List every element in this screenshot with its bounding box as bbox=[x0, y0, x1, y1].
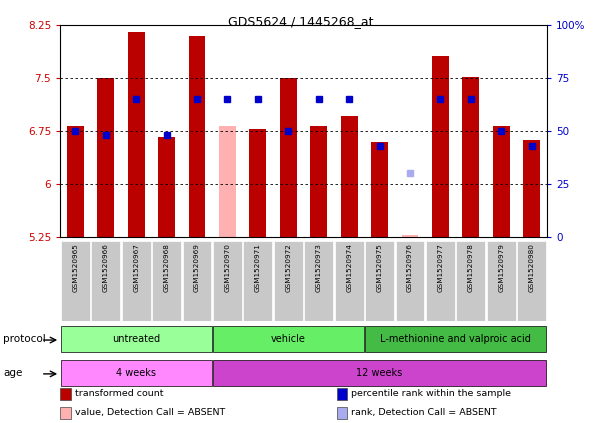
Bar bbox=[365, 326, 546, 352]
Text: GSM1520969: GSM1520969 bbox=[194, 244, 200, 292]
Text: GSM1520966: GSM1520966 bbox=[103, 244, 109, 292]
Text: GSM1520972: GSM1520972 bbox=[285, 244, 291, 292]
Bar bbox=[493, 126, 510, 237]
Bar bbox=[395, 241, 424, 321]
Bar bbox=[213, 241, 242, 321]
Text: GSM1520980: GSM1520980 bbox=[529, 244, 535, 292]
Bar bbox=[91, 241, 120, 321]
Bar bbox=[341, 115, 358, 237]
Bar bbox=[517, 241, 546, 321]
Text: GSM1520978: GSM1520978 bbox=[468, 244, 474, 292]
Text: rank, Detection Call = ABSENT: rank, Detection Call = ABSENT bbox=[351, 408, 496, 418]
Bar bbox=[432, 56, 449, 237]
Text: GSM1520977: GSM1520977 bbox=[438, 244, 444, 292]
Bar bbox=[487, 241, 516, 321]
Bar bbox=[183, 241, 212, 321]
Bar bbox=[523, 140, 540, 237]
Text: GSM1520971: GSM1520971 bbox=[255, 244, 261, 292]
Bar bbox=[456, 241, 485, 321]
Bar bbox=[365, 241, 394, 321]
Bar bbox=[67, 126, 84, 237]
Bar bbox=[371, 142, 388, 237]
Bar bbox=[61, 241, 90, 321]
Text: L-methionine and valproic acid: L-methionine and valproic acid bbox=[380, 334, 531, 344]
Text: GDS5624 / 1445268_at: GDS5624 / 1445268_at bbox=[228, 15, 374, 28]
Text: vehicle: vehicle bbox=[271, 334, 306, 344]
Text: untreated: untreated bbox=[112, 334, 160, 344]
Bar bbox=[189, 36, 206, 237]
Text: transformed count: transformed count bbox=[75, 389, 163, 398]
Bar bbox=[280, 78, 297, 237]
Bar bbox=[249, 129, 266, 237]
Bar bbox=[61, 360, 212, 386]
Text: percentile rank within the sample: percentile rank within the sample bbox=[351, 389, 511, 398]
Text: 12 weeks: 12 weeks bbox=[356, 368, 403, 378]
Bar bbox=[213, 360, 546, 386]
Bar bbox=[463, 77, 479, 237]
Bar bbox=[274, 241, 303, 321]
Text: GSM1520973: GSM1520973 bbox=[316, 244, 322, 292]
Text: GSM1520976: GSM1520976 bbox=[407, 244, 413, 292]
Bar bbox=[122, 241, 151, 321]
Text: GSM1520974: GSM1520974 bbox=[346, 244, 352, 292]
Text: protocol: protocol bbox=[3, 334, 46, 344]
Text: GSM1520970: GSM1520970 bbox=[224, 244, 230, 292]
Bar bbox=[219, 126, 236, 237]
Bar bbox=[310, 126, 327, 237]
Bar bbox=[213, 326, 364, 352]
Text: age: age bbox=[3, 368, 22, 378]
Bar bbox=[401, 235, 418, 237]
Bar bbox=[97, 78, 114, 237]
Bar bbox=[152, 241, 181, 321]
Bar bbox=[128, 33, 144, 237]
Text: GSM1520975: GSM1520975 bbox=[377, 244, 383, 292]
Bar bbox=[426, 241, 455, 321]
Bar bbox=[158, 137, 175, 237]
Bar bbox=[61, 326, 212, 352]
Text: GSM1520968: GSM1520968 bbox=[163, 244, 169, 292]
Text: GSM1520979: GSM1520979 bbox=[498, 244, 504, 292]
Bar bbox=[335, 241, 364, 321]
Text: 4 weeks: 4 weeks bbox=[116, 368, 156, 378]
Bar bbox=[304, 241, 333, 321]
Text: GSM1520967: GSM1520967 bbox=[133, 244, 139, 292]
Text: value, Detection Call = ABSENT: value, Detection Call = ABSENT bbox=[75, 408, 225, 418]
Bar bbox=[243, 241, 272, 321]
Text: GSM1520965: GSM1520965 bbox=[72, 244, 78, 292]
